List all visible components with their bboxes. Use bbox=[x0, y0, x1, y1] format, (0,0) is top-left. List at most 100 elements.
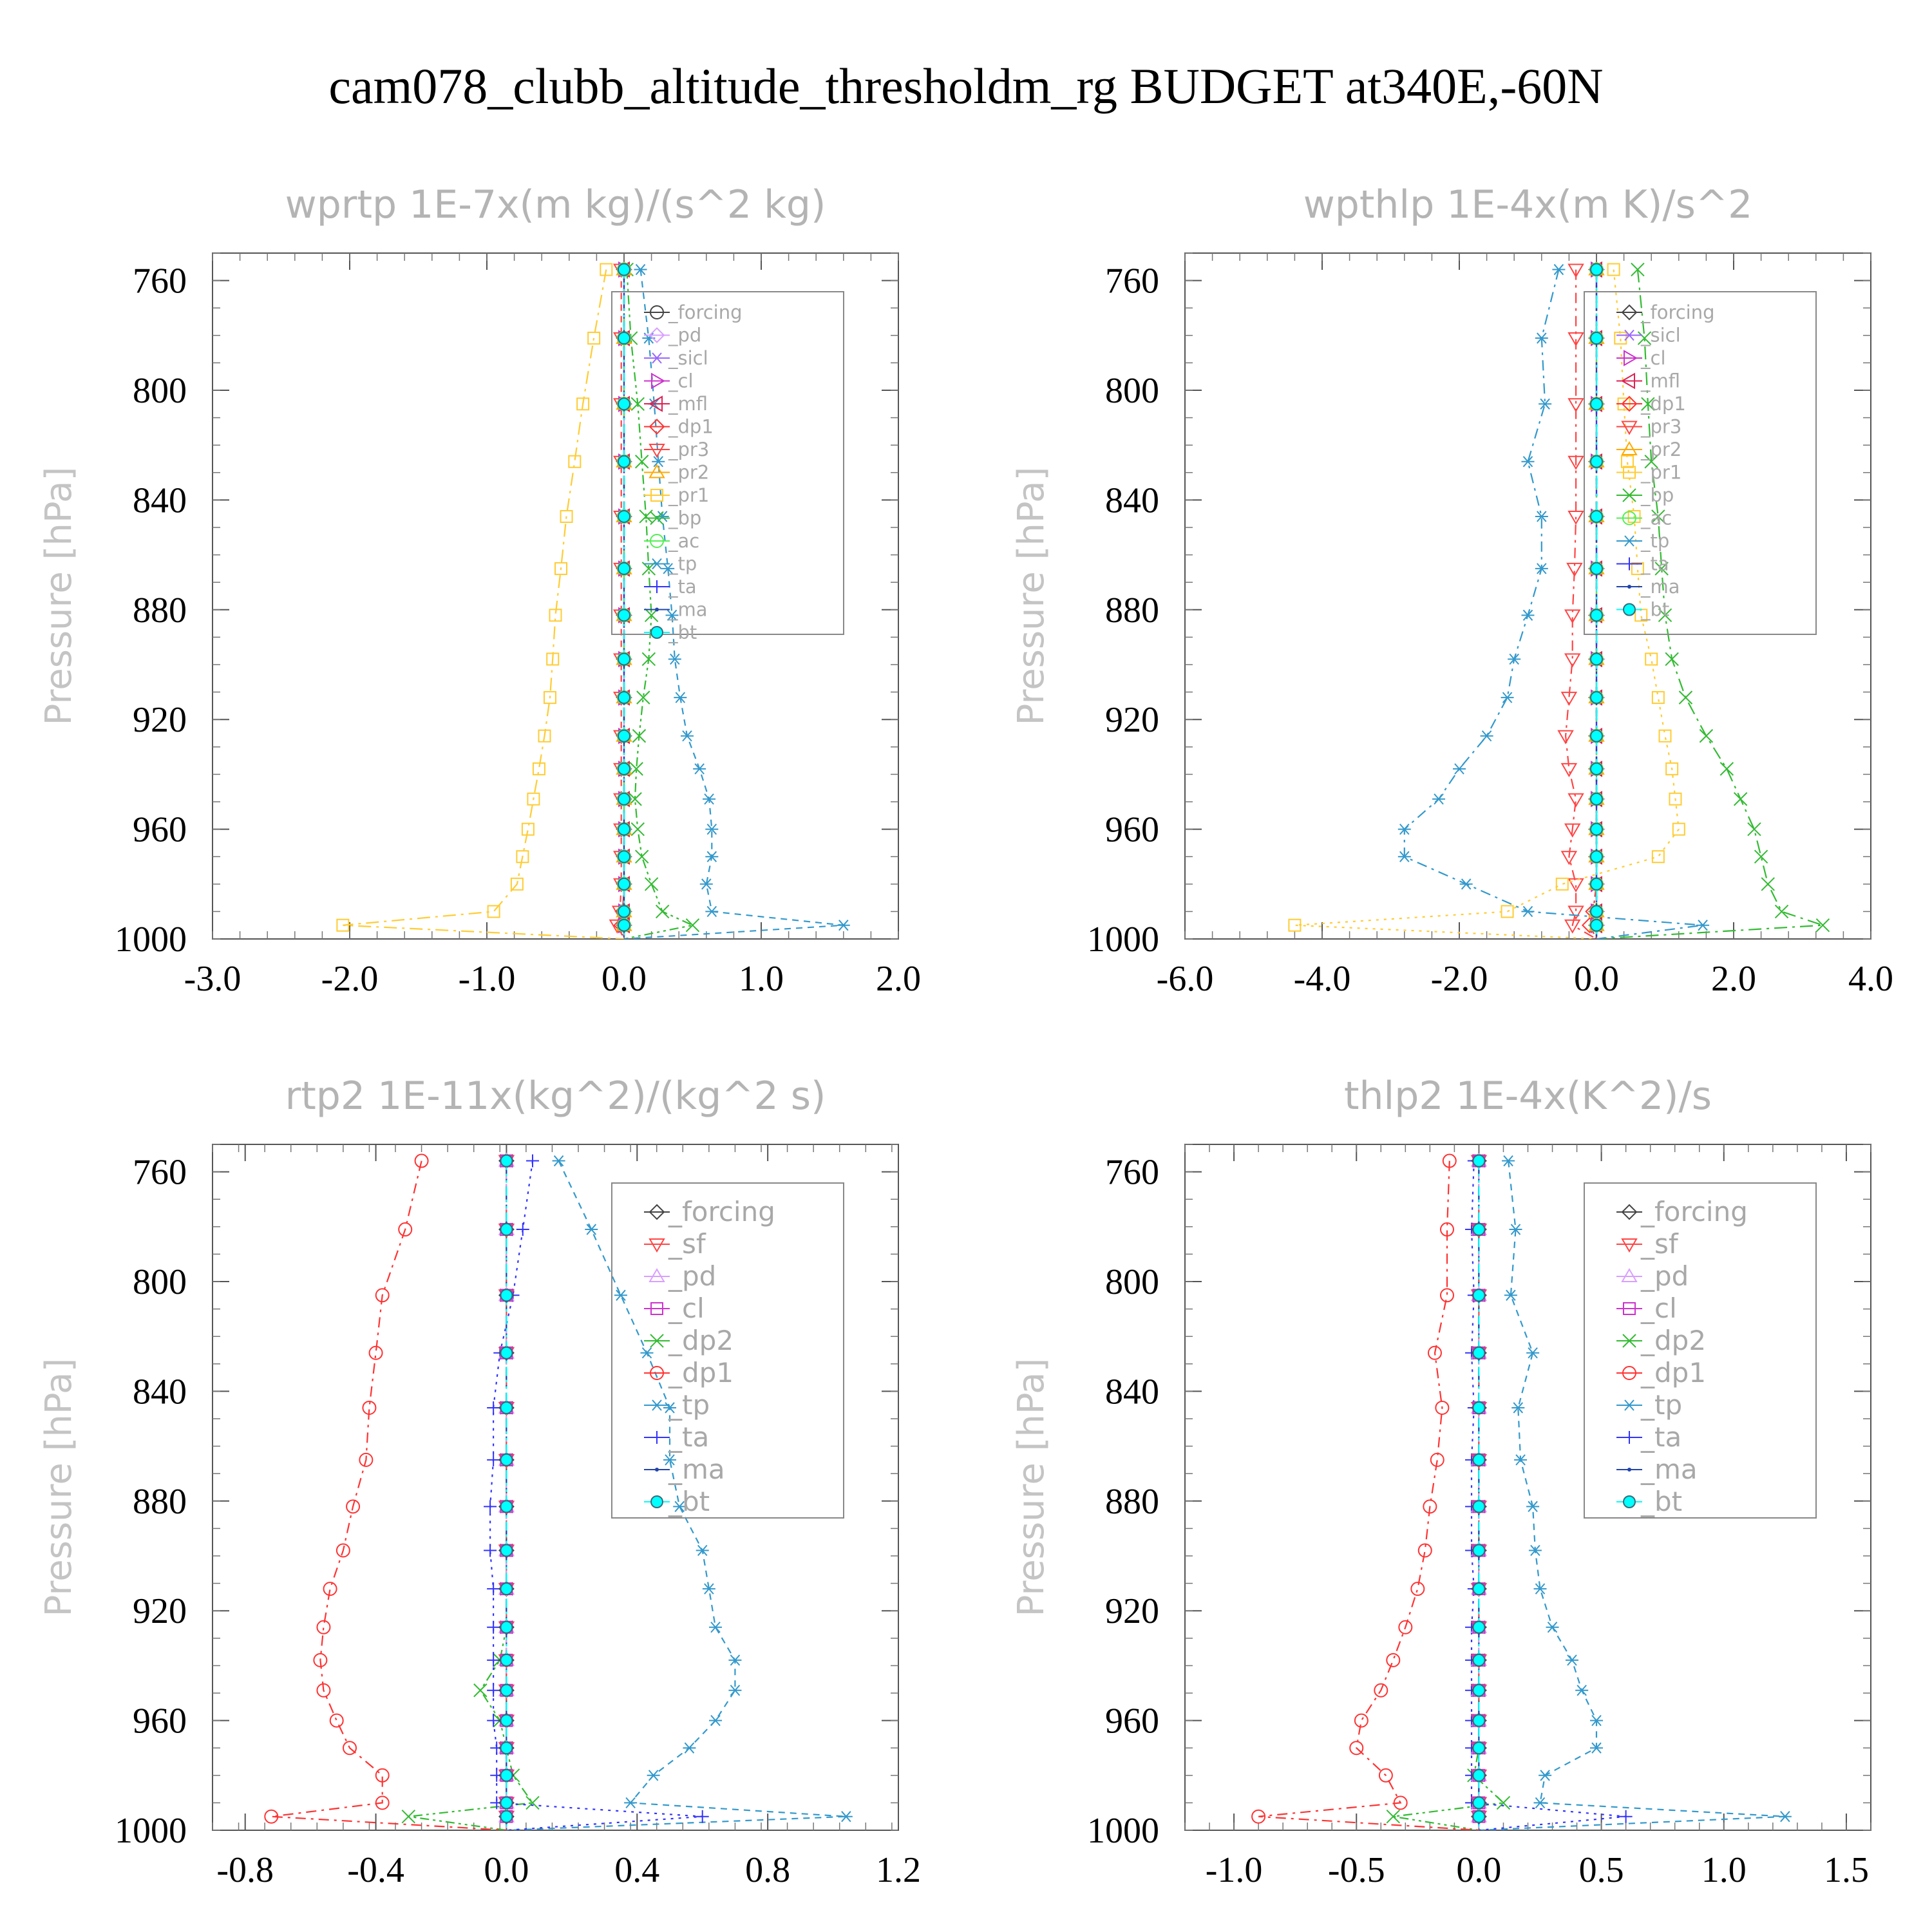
data-point bbox=[1631, 262, 1645, 277]
legend-marker bbox=[649, 419, 665, 435]
data-point bbox=[1453, 763, 1466, 775]
series-tp bbox=[1397, 263, 1710, 939]
data-point bbox=[696, 1810, 709, 1823]
y-tick-label: 920 bbox=[133, 1591, 187, 1631]
data-point bbox=[1567, 510, 1584, 525]
data-point bbox=[705, 823, 719, 835]
panel-title: wprtp 1E-7x(m kg)/(s^2 kg) bbox=[285, 182, 826, 227]
legend-label: _bt bbox=[668, 1486, 710, 1517]
data-point bbox=[1590, 455, 1603, 468]
data-point bbox=[576, 397, 590, 411]
data-point bbox=[630, 822, 645, 837]
series-line bbox=[1589, 269, 1598, 939]
legend-marker bbox=[1621, 304, 1638, 321]
data-point bbox=[1514, 1454, 1528, 1466]
data-point bbox=[487, 1453, 500, 1466]
data-point bbox=[1641, 397, 1655, 412]
data-point bbox=[1567, 398, 1584, 413]
data-point bbox=[837, 920, 850, 931]
data-point bbox=[313, 1653, 328, 1667]
legend-label: _ac bbox=[668, 530, 699, 552]
y-tick-label: 840 bbox=[1105, 480, 1159, 520]
legend-label: _pr3 bbox=[668, 439, 709, 460]
data-point bbox=[500, 1289, 513, 1302]
chart-panel: thlp2 1E-4x(K^2)/s Pressure [hPa] 760 800 84… bbox=[1010, 1074, 1871, 1890]
series-pr1 bbox=[1288, 263, 1685, 939]
data-point bbox=[1504, 1289, 1517, 1301]
data-point bbox=[693, 763, 706, 775]
series-line bbox=[1403, 269, 1703, 939]
legend-label: _ta bbox=[668, 1421, 709, 1453]
y-tick-label: 760 bbox=[1105, 1153, 1159, 1193]
series-dp1 bbox=[1581, 261, 1605, 939]
data-point bbox=[473, 1683, 488, 1698]
data-point bbox=[618, 918, 630, 932]
y-tick-label: 880 bbox=[1105, 591, 1159, 630]
data-point bbox=[1631, 562, 1644, 575]
data-point bbox=[521, 822, 535, 836]
data-point bbox=[1533, 1583, 1547, 1595]
data-point bbox=[1501, 692, 1514, 703]
x-tick-label: 0.5 bbox=[1579, 1850, 1624, 1890]
series-tp bbox=[1479, 1155, 1792, 1830]
legend-marker bbox=[1623, 1431, 1636, 1444]
data-point bbox=[1508, 653, 1521, 665]
data-point bbox=[1658, 608, 1672, 623]
data-point bbox=[1509, 1224, 1522, 1235]
data-point bbox=[618, 762, 630, 775]
data-point bbox=[1535, 563, 1548, 574]
legend-marker bbox=[1623, 557, 1636, 571]
y-tick-label: 840 bbox=[133, 480, 187, 520]
data-point bbox=[1590, 905, 1603, 918]
legend-label: _ma bbox=[668, 1454, 725, 1485]
data-point bbox=[1590, 918, 1603, 932]
x-tick-label: 1.0 bbox=[1701, 1850, 1747, 1890]
data-point bbox=[526, 1154, 539, 1168]
series-tp bbox=[506, 1155, 853, 1830]
legend-marker bbox=[1623, 466, 1636, 479]
data-point bbox=[647, 1770, 660, 1781]
plot-area bbox=[336, 261, 850, 939]
data-point bbox=[1472, 1346, 1486, 1359]
series-dp1 bbox=[264, 1153, 507, 1830]
data-point bbox=[1645, 652, 1658, 666]
data-point bbox=[1696, 920, 1710, 931]
data-point bbox=[1566, 562, 1583, 577]
data-point bbox=[618, 455, 630, 468]
y-tick-label: 1000 bbox=[1087, 1811, 1159, 1851]
data-point bbox=[1393, 1795, 1408, 1810]
data-point bbox=[1472, 1683, 1486, 1697]
data-point bbox=[1567, 455, 1584, 470]
legend-marker bbox=[649, 444, 665, 458]
legend-marker bbox=[1622, 1366, 1636, 1380]
data-point bbox=[632, 729, 647, 743]
data-point bbox=[1590, 822, 1603, 836]
legend-marker bbox=[650, 1302, 663, 1315]
series-pr1 bbox=[336, 263, 625, 939]
legend-marker bbox=[649, 1268, 665, 1282]
data-point bbox=[375, 1795, 390, 1810]
legend-label: _ta bbox=[1640, 553, 1669, 575]
data-point bbox=[1472, 1223, 1486, 1236]
data-point bbox=[614, 1289, 627, 1301]
data-point bbox=[1590, 263, 1603, 276]
data-point bbox=[618, 332, 630, 345]
data-point bbox=[510, 877, 524, 891]
plot-frame bbox=[1184, 252, 1871, 940]
data-point bbox=[500, 1810, 513, 1823]
data-point bbox=[336, 1543, 350, 1558]
legend-label: _pd bbox=[668, 325, 701, 346]
y-tick-label: 840 bbox=[1105, 1372, 1159, 1412]
y-tick-label: 1000 bbox=[1087, 920, 1159, 960]
data-point bbox=[1472, 1653, 1486, 1667]
x-tick-label: 2.0 bbox=[876, 959, 921, 999]
data-point bbox=[1567, 878, 1584, 893]
plot-frame bbox=[1184, 1144, 1871, 1831]
y-tick-label: 1000 bbox=[115, 920, 187, 960]
data-point bbox=[1539, 398, 1552, 410]
legend-label: _pr1 bbox=[1640, 462, 1681, 484]
data-point bbox=[705, 905, 719, 918]
data-point bbox=[1651, 691, 1665, 705]
data-point bbox=[500, 1223, 513, 1236]
plot-frame bbox=[212, 252, 899, 940]
